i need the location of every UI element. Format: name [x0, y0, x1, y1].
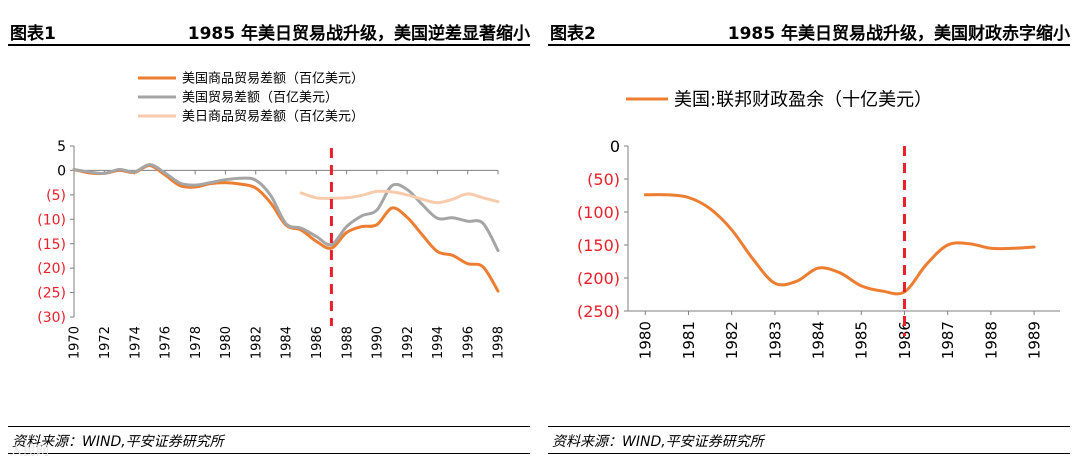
- right-x-tick-label-1: 1981: [680, 321, 698, 359]
- left-series-line-2: [299, 189, 500, 205]
- right-y-tick-label-5: (250): [577, 302, 620, 321]
- right-title-bar: 图表2 1985 年美日贸易战升级，美国财政赤字缩小: [548, 10, 1070, 46]
- left-x-tick-label-1: 1972: [98, 326, 113, 359]
- left-x-tick-label-8: 1986: [310, 326, 325, 359]
- left-y-tick-label-4: (15): [37, 237, 66, 253]
- right-x-tick-label-3: 1983: [766, 321, 784, 359]
- left-x-tick-label-7: 1984: [280, 326, 295, 359]
- right-x-tick-label-5: 1985: [853, 321, 871, 359]
- watermark-text: 人民网: [10, 444, 50, 459]
- right-legend-label-0: 美国:联邦财政盈余（十亿美元）: [674, 89, 932, 110]
- left-y-tick-label-6: (25): [37, 286, 66, 302]
- left-y-tick-label-1: 0: [57, 163, 66, 179]
- left-source-bar: 资料来源：WIND,平安证券研究所: [8, 426, 530, 454]
- left-legend-label-2: 美日商品贸易差额（百亿美元）: [182, 110, 364, 125]
- right-source-bar: 资料来源：WIND,平安证券研究所: [548, 426, 1070, 454]
- left-x-tick-label-3: 1976: [159, 326, 174, 359]
- right-x-tick-label-9: 1989: [1026, 321, 1044, 359]
- right-x-tick-label-8: 1988: [982, 321, 1000, 359]
- left-x-tick-label-6: 1982: [249, 326, 264, 359]
- left-figure-number: 图表1: [10, 24, 56, 44]
- left-y-tick-label-7: (30): [37, 310, 66, 326]
- left-x-tick-label-2: 1974: [128, 326, 143, 359]
- left-x-tick-label-13: 1996: [461, 326, 476, 359]
- left-x-tick-label-4: 1978: [189, 326, 204, 359]
- right-y-tick-label-0: 0: [610, 137, 620, 156]
- right-x-tick-label-7: 1987: [939, 321, 957, 359]
- left-title-bar: 图表1 1985 年美日贸易战升级，美国逆差显著缩小: [8, 10, 530, 46]
- right-figure-panel: 图表2 1985 年美日贸易战升级，美国财政赤字缩小 美国:联邦财政盈余（十亿美…: [548, 0, 1078, 468]
- left-x-tick-label-9: 1988: [340, 326, 355, 359]
- left-figure-panel: 图表1 1985 年美日贸易战升级，美国逆差显著缩小 美国商品贸易差额（百亿美元…: [8, 0, 538, 468]
- left-x-tick-label-5: 1980: [219, 326, 234, 359]
- left-y-tick-label-5: (20): [37, 261, 66, 277]
- left-legend-label-1: 美国贸易差额（百亿美元）: [182, 91, 338, 106]
- right-source-text: 资料来源：WIND,平安证券研究所: [552, 434, 764, 450]
- left-legend-label-0: 美国商品贸易差额（百亿美元）: [182, 72, 364, 87]
- left-y-tick-label-0: 5: [57, 139, 66, 155]
- right-y-tick-label-2: (100): [577, 203, 620, 222]
- right-y-tick-label-3: (150): [577, 236, 620, 255]
- right-figure-number: 图表2: [550, 24, 596, 44]
- right-y-tick-label-1: (50): [587, 170, 620, 189]
- right-x-tick-label-2: 1982: [723, 321, 741, 359]
- left-figure-title: 1985 年美日贸易战升级，美国逆差显著缩小: [187, 24, 530, 44]
- left-x-tick-label-14: 1998: [492, 326, 507, 359]
- left-x-tick-label-11: 1992: [401, 326, 416, 359]
- right-y-tick-label-4: (200): [577, 269, 620, 288]
- left-x-tick-label-12: 1994: [431, 326, 446, 359]
- left-y-tick-label-2: (5): [46, 188, 66, 204]
- right-figure-title: 1985 年美日贸易战升级，美国财政赤字缩小: [727, 24, 1070, 44]
- right-series-line-0: [643, 193, 1036, 296]
- left-x-tick-label-10: 1990: [371, 326, 386, 359]
- left-x-tick-label-0: 1970: [68, 326, 83, 359]
- left-chart: 美国商品贸易差额（百亿美元） 美国贸易差额（百亿美元） 美日商品贸易差额（百亿美元）…: [37, 72, 507, 359]
- left-series-line-0: [72, 164, 500, 293]
- right-x-tick-label-4: 1984: [810, 321, 828, 359]
- left-y-tick-label-3: (10): [37, 212, 66, 228]
- left-series-line-1: [72, 163, 500, 253]
- left-source-text: 资料来源：WIND,平安证券研究所: [12, 434, 224, 450]
- right-x-tick-label-6: 1986: [896, 321, 914, 359]
- right-x-tick-label-0: 1980: [637, 321, 655, 359]
- right-chart: 美国:联邦财政盈余（十亿美元） 0 (50) (100) (150) (200) (250)…: [577, 89, 1060, 359]
